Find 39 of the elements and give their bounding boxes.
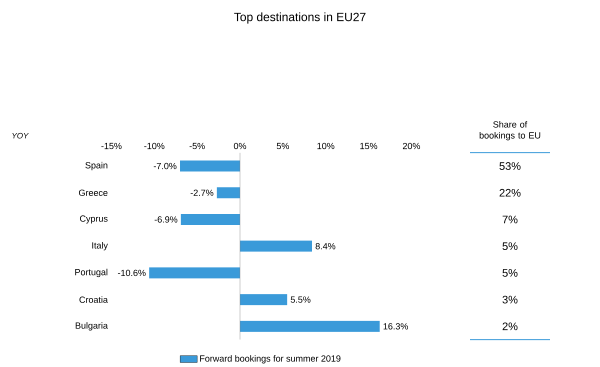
bar [240,294,288,306]
text: 3% [502,296,518,304]
data-label: -10.6% [118,270,146,276]
x-tick-label: 10% [317,142,334,150]
legend-label: Forward bookings for summer 2019 [200,355,340,364]
x-tick-label: 15% [360,142,378,150]
x-tick-label: -10% [144,142,164,150]
data-label: 16.3% [384,323,408,330]
bar [240,240,312,252]
bar [240,320,380,332]
bar [149,267,240,278]
text: Share of bookings to EU [480,120,540,140]
text: 22% [500,188,521,197]
data-label: -7.0% [154,162,176,170]
y-tick-label: Italy [92,242,108,250]
text: 2% [502,322,518,330]
data-label: 8.4% [316,242,336,250]
y-tick-label: Portugal [75,268,108,278]
bar [180,160,240,172]
data-label: 5.5% [290,296,310,303]
text: 5% [502,242,518,250]
text: 5% [502,269,518,277]
y-tick-label: Croatia [79,296,108,303]
bar [180,214,240,225]
x-tick-label: -15% [101,142,122,150]
y-tick-label: Cyprus [80,215,108,224]
chart-title: Top destinations in EU27 [234,12,366,24]
x-tick-label: 5% [276,142,290,150]
data-label: -2.7% [190,190,214,196]
x-tick-label: -5% [190,142,205,150]
y-tick-label: Greece [78,190,108,196]
text: 7% [502,216,518,224]
text: 53% [499,162,521,170]
y-tick-label: Bulgaria [76,322,108,330]
bar [216,187,240,198]
data-label: -6.9% [154,216,178,223]
x-tick-label: 0% [234,142,246,150]
y-tick-label: Spain [85,162,108,170]
x-tick-label: 20% [402,142,420,150]
